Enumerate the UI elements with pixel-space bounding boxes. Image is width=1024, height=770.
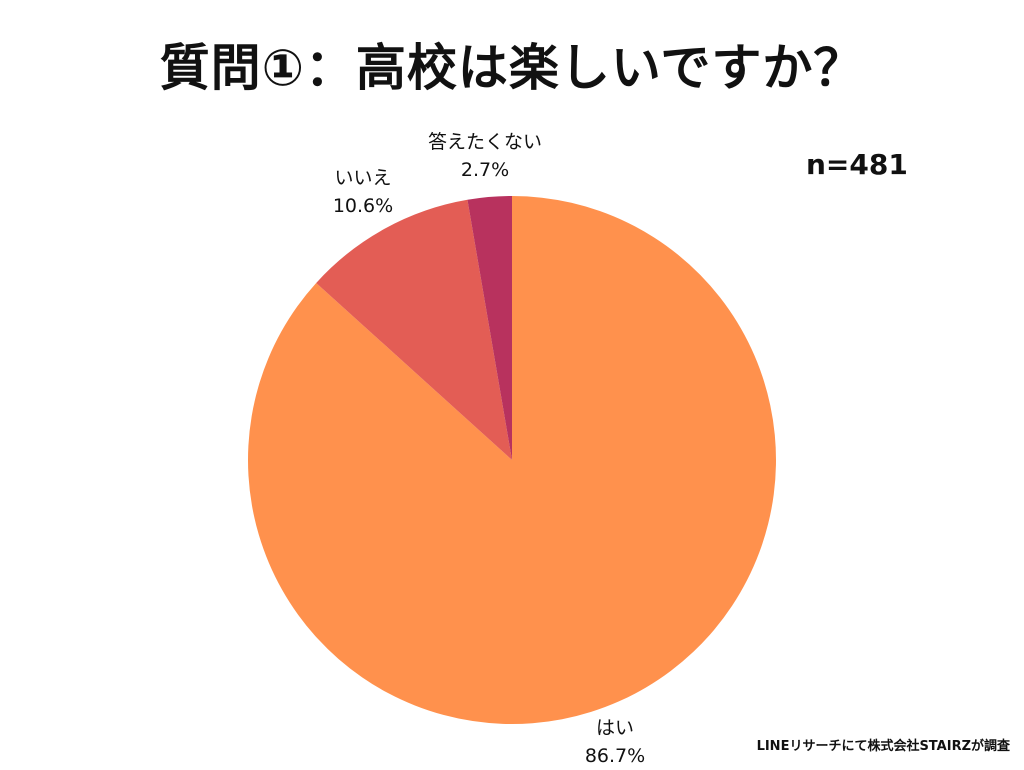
slice-label-yes: はい 86.7% bbox=[575, 714, 655, 770]
slice-label-yes-name: はい bbox=[595, 717, 634, 739]
slice-label-yes-value: 86.7% bbox=[584, 745, 646, 767]
source-note: LINEリサーチにて株式会社STAIRZが調査 bbox=[756, 739, 1010, 754]
slice-label-no: いいえ 10.6% bbox=[318, 164, 408, 220]
pie-slice-prefer-not bbox=[467, 196, 512, 460]
slice-label-prefer-not-name: 答えたくない bbox=[427, 131, 542, 153]
slice-label-prefer-not: 答えたくない 2.7% bbox=[405, 128, 565, 184]
page-title: 質問①：高校は楽しいですか？ bbox=[159, 39, 865, 97]
slice-label-no-value: 10.6% bbox=[332, 195, 394, 217]
pie-slice-yes bbox=[248, 196, 777, 724]
sample-size-label: n=481 bbox=[806, 148, 908, 181]
slice-label-no-name: いいえ bbox=[334, 167, 392, 189]
pie-slice-no bbox=[316, 199, 512, 461]
slice-label-prefer-not-value: 2.7% bbox=[460, 159, 510, 181]
